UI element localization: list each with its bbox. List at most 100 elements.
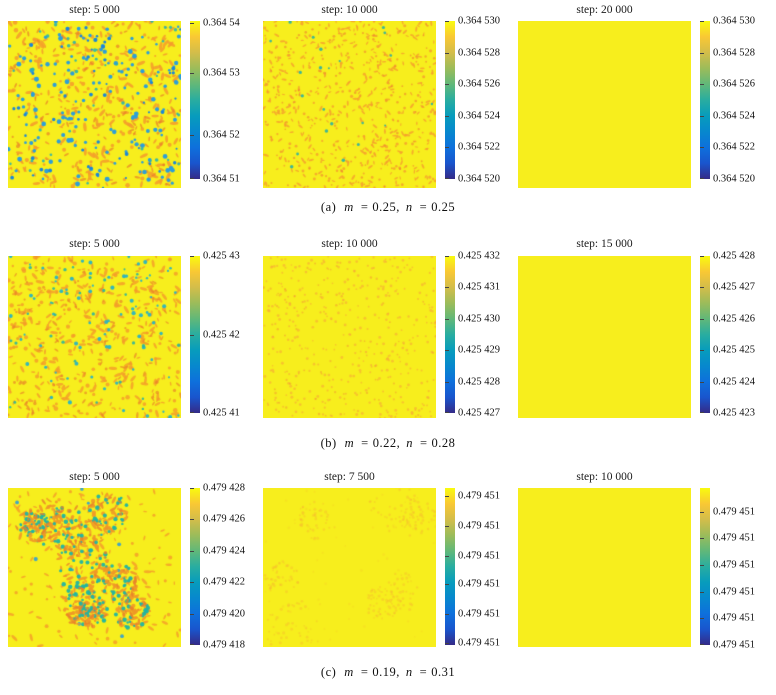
colorbar-tick-mark	[190, 178, 194, 179]
heatmap-panel	[8, 21, 181, 188]
row-caption: (c) m = 0.19, n = 0.31	[0, 665, 776, 680]
colorbar-tick-mark	[700, 52, 704, 54]
colorbar: 0.364 54 0.364 53 0.364 52 0.364 51	[190, 17, 260, 185]
colorbar-tick-mark	[445, 147, 449, 149]
colorbar-tick-label: 0.364 530	[458, 15, 500, 27]
colorbar-tick-mark	[700, 287, 704, 289]
caption-var-m: m	[344, 665, 354, 679]
colorbar-tick-mark	[700, 511, 704, 513]
colorbar-tick-mark	[700, 381, 704, 383]
heatmap-panel	[8, 256, 181, 418]
colorbar-tick-label: 0.479 451	[713, 586, 755, 598]
colorbar-tick-mark	[445, 287, 449, 289]
colorbar-tick-label: 0.364 524	[458, 110, 500, 122]
panel-step-title: step: 10 000	[321, 4, 378, 16]
colorbar-tick-label: 0.479 451	[713, 532, 755, 544]
panel-step-title: step: 10 000	[576, 471, 633, 483]
colorbar-tick-mark	[445, 52, 449, 54]
colorbar-tick-mark	[445, 412, 449, 413]
colorbar-tick-mark	[700, 115, 704, 117]
colorbar-tick-mark	[190, 550, 194, 552]
colorbar-tick-label: 0.425 428	[713, 250, 755, 262]
heatmap-panel	[263, 488, 436, 647]
colorbar-tick-label: 0.425 41	[203, 407, 240, 419]
colorbar-tick-label: 0.479 451	[713, 559, 755, 571]
colorbar-tick-label: 0.364 530	[713, 15, 755, 27]
colorbar-tick-label: 0.425 427	[458, 407, 500, 419]
colorbar-tick-mark	[445, 495, 449, 497]
colorbar-tick-label: 0.425 43	[203, 250, 240, 262]
colorbar-gradient	[445, 488, 455, 645]
colorbar-tick-label: 0.425 423	[713, 407, 755, 419]
panel-step-title: step: 15 000	[576, 238, 633, 250]
colorbar-tick-label: 0.479 422	[203, 576, 245, 588]
caption-index: (a)	[320, 200, 337, 214]
colorbar-tick-mark	[445, 583, 449, 585]
colorbar-tick-label: 0.364 522	[458, 141, 500, 153]
colorbar-tick-mark	[700, 147, 704, 149]
colorbar-tick-mark	[700, 350, 704, 352]
caption-val-n: 0.28	[431, 436, 456, 450]
colorbar-tick-mark	[700, 412, 704, 413]
colorbar-tick-mark	[445, 21, 449, 22]
colorbar-tick-mark	[190, 22, 194, 24]
colorbar-tick-label: 0.479 426	[203, 513, 245, 525]
colorbar-tick-label: 0.425 432	[458, 250, 500, 262]
colorbar-tick-label: 0.364 522	[713, 141, 755, 153]
colorbar-tick-mark	[445, 256, 449, 257]
colorbar-tick-label: 0.364 520	[713, 173, 755, 185]
colorbar-tick-label: 0.364 54	[203, 17, 240, 29]
colorbar-tick-mark	[445, 381, 449, 383]
colorbar-gradient	[190, 256, 200, 413]
panel-step-title: step: 7 500	[324, 471, 375, 483]
colorbar-tick-mark	[190, 644, 194, 645]
colorbar-tick-label: 0.425 429	[458, 344, 500, 356]
colorbar-gradient	[190, 488, 200, 645]
colorbar-tick-label: 0.479 428	[203, 482, 245, 494]
colorbar: 0.479 451 0.479 451 0.479 451 0.479 451 0.47…	[700, 488, 770, 651]
colorbar-tick-label: 0.364 526	[458, 78, 500, 90]
colorbar-tick-label: 0.425 424	[713, 376, 755, 388]
colorbar-tick-label: 0.364 53	[203, 67, 240, 79]
colorbar-tick-mark	[700, 564, 704, 566]
caption-val-m: 0.19,	[372, 665, 400, 679]
colorbar: 0.425 432 0.425 431 0.425 430 0.425 429 0.42…	[445, 251, 515, 419]
colorbar-tick-mark	[190, 134, 194, 136]
colorbar-tick-mark	[700, 21, 704, 22]
caption-var-n: n	[405, 665, 413, 679]
caption-eq: =	[360, 200, 369, 214]
colorbar-tick-label: 0.425 42	[203, 329, 240, 340]
panel-step-title: step: 5 000	[69, 4, 120, 16]
colorbar: 0.425 428 0.425 427 0.425 426 0.425 425 0.42…	[700, 251, 770, 419]
colorbar: 0.479 451 0.479 451 0.479 451 0.479 451 0.47…	[445, 488, 515, 649]
colorbar-tick-mark	[190, 73, 194, 75]
colorbar-tick-label: 0.479 451	[458, 550, 500, 561]
colorbar: 0.479 428 0.479 426 0.479 424 0.479 422 0.47…	[190, 483, 260, 651]
colorbar-gradient	[445, 256, 455, 413]
colorbar-gradient	[445, 21, 455, 179]
colorbar-tick-label: 0.479 451	[458, 490, 500, 502]
colorbar-tick-label: 0.479 451	[458, 608, 500, 620]
caption-var-m: m	[344, 436, 355, 450]
colorbar-tick-label: 0.479 451	[458, 520, 500, 532]
caption-val-m: 0.25,	[372, 200, 400, 214]
caption-val-n: 0.31	[431, 665, 456, 679]
colorbar-tick-label: 0.364 51	[203, 173, 240, 185]
colorbar-tick-mark	[445, 178, 449, 179]
heatmap-panel	[8, 488, 181, 647]
colorbar-tick-mark	[190, 519, 194, 521]
colorbar-tick-mark	[700, 644, 704, 645]
colorbar-tick-mark	[445, 525, 449, 527]
colorbar-tick-label: 0.479 451	[713, 612, 755, 624]
colorbar-tick-label: 0.364 524	[713, 110, 755, 122]
colorbar-tick-label: 0.425 427	[713, 281, 755, 293]
colorbar-tick-mark	[445, 318, 449, 320]
colorbar-tick-mark	[700, 84, 704, 86]
caption-var-m: m	[344, 200, 354, 214]
heatmap-panel	[518, 256, 691, 418]
colorbar-tick-mark	[445, 350, 449, 352]
colorbar-tick-mark	[700, 618, 704, 620]
colorbar-tick-label: 0.425 426	[713, 313, 755, 325]
colorbar-tick-mark	[445, 84, 449, 86]
